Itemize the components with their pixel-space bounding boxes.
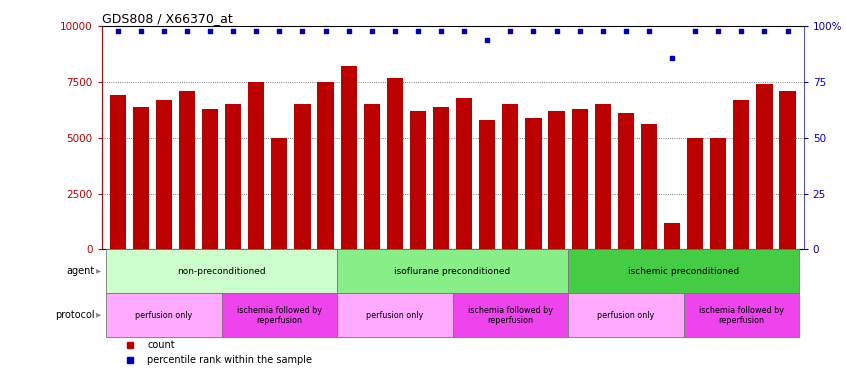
Bar [684,293,799,337]
Bar [687,138,703,249]
Point [227,28,240,34]
Point [458,28,471,34]
Point [665,54,678,60]
Bar [272,138,288,249]
Bar [179,91,195,249]
Bar [106,293,222,337]
Point [434,28,448,34]
Bar [595,104,611,249]
Bar [364,104,380,249]
Point [711,28,725,34]
Text: ischemia followed by
reperfusion: ischemia followed by reperfusion [468,306,552,325]
Bar [110,96,126,249]
Point [388,28,402,34]
Bar [641,124,657,249]
Bar [503,104,519,249]
Bar [387,78,403,249]
Bar [225,104,241,249]
Point [481,37,494,43]
Point [111,28,124,34]
Bar [102,249,804,375]
Bar [106,249,337,293]
Point [527,28,541,34]
Point [550,28,563,34]
Bar [569,249,799,293]
Text: isoflurane preconditioned: isoflurane preconditioned [394,267,511,276]
Bar [569,293,684,337]
Point [342,28,355,34]
Bar [222,293,337,337]
Bar [525,118,541,249]
Bar [548,111,564,249]
Bar [779,91,795,249]
Point [180,28,194,34]
Point [319,28,332,34]
Bar [479,120,496,249]
Point [781,28,794,34]
Text: ischemia followed by
reperfusion: ischemia followed by reperfusion [237,306,321,325]
Point [296,28,310,34]
Text: agent: agent [66,266,95,276]
Bar [453,293,569,337]
Bar [294,104,310,249]
Text: perfusion only: perfusion only [135,311,193,320]
Bar [664,223,680,249]
Point [272,28,286,34]
Text: non-preconditioned: non-preconditioned [178,267,266,276]
Point [642,28,656,34]
Text: ischemia followed by
reperfusion: ischemia followed by reperfusion [699,306,784,325]
Bar [409,111,426,249]
Point [365,28,378,34]
Bar [618,113,634,249]
Bar [756,84,772,249]
Point [250,28,263,34]
Point [689,28,702,34]
Text: perfusion only: perfusion only [597,311,655,320]
Text: protocol: protocol [55,310,95,320]
Point [734,28,748,34]
Bar [317,82,333,249]
Bar [733,100,750,249]
Bar [710,138,727,249]
Bar [341,66,357,249]
Bar [456,98,472,249]
Bar [572,109,588,249]
Point [619,28,633,34]
Bar [337,293,453,337]
Point [758,28,772,34]
Point [573,28,586,34]
Point [203,28,217,34]
Point [596,28,609,34]
Bar [202,109,218,249]
Point [134,28,147,34]
Text: percentile rank within the sample: percentile rank within the sample [147,355,312,365]
Text: ischemic preconditioned: ischemic preconditioned [628,267,739,276]
Bar [133,106,149,249]
Bar [248,82,264,249]
Point [411,28,425,34]
Text: count: count [147,340,175,350]
Bar [433,106,449,249]
Text: perfusion only: perfusion only [366,311,424,320]
Point [503,28,517,34]
Bar [156,100,172,249]
Point [157,28,171,34]
Bar [337,249,569,293]
Text: GDS808 / X66370_at: GDS808 / X66370_at [102,12,233,25]
